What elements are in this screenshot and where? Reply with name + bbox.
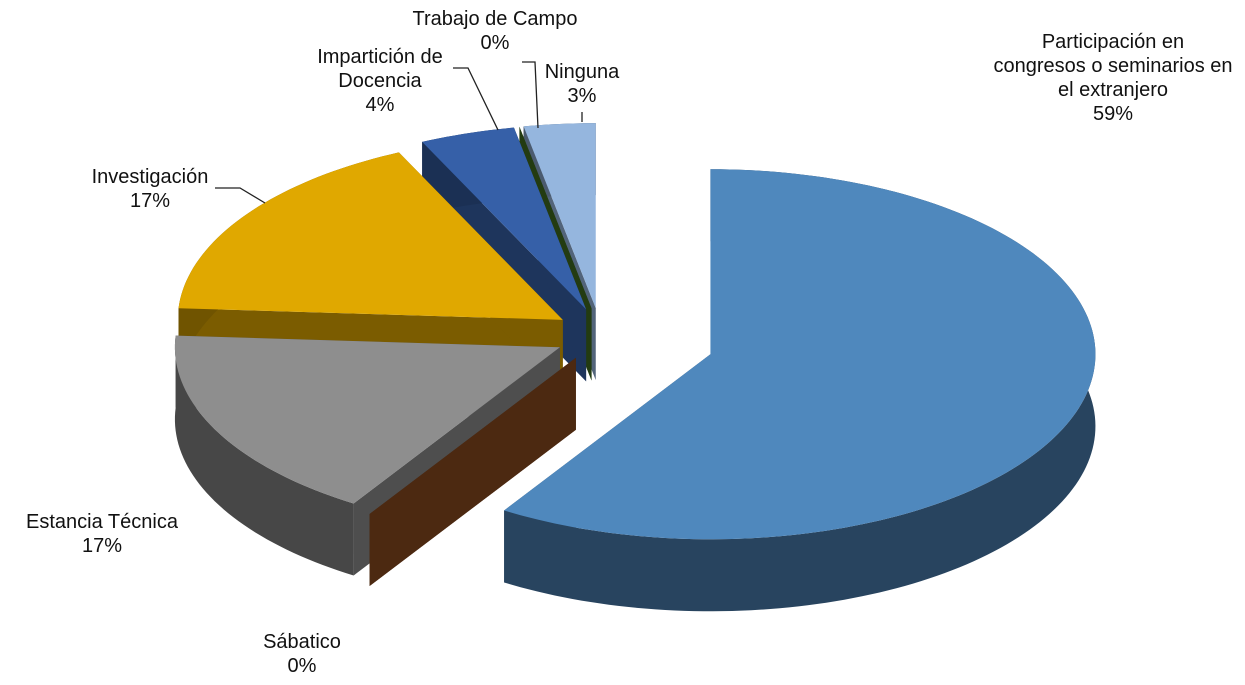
slice-category-label: Sábatico xyxy=(263,631,341,653)
slice-wall xyxy=(174,335,354,576)
slice-category-label: Ninguna xyxy=(544,61,620,83)
slice-side xyxy=(369,357,576,586)
slice-value-label: 4% xyxy=(365,94,395,116)
slice-label: Estancia Técnica 17% xyxy=(0,510,212,558)
slice-category-label: Participación en congresos o seminarios … xyxy=(993,31,1233,101)
slice-top xyxy=(519,126,592,309)
slice-label: Ninguna 3% xyxy=(527,60,637,108)
slice xyxy=(369,357,576,586)
slice-value-label: 0% xyxy=(287,655,317,677)
slice-top xyxy=(422,127,587,310)
slice-top xyxy=(174,335,560,504)
slice-value-label: 59% xyxy=(1092,103,1134,125)
slice-top xyxy=(504,169,1096,540)
slice xyxy=(174,335,560,576)
slice-value-label: 17% xyxy=(129,190,171,212)
slice xyxy=(504,169,1096,612)
slice-category-label: Trabajo de Campo xyxy=(412,8,578,30)
slice-value-label: 0% xyxy=(480,32,510,54)
slice-top xyxy=(178,152,563,320)
slice-label: Investigación 17% xyxy=(60,165,240,213)
slice-label: Participación en congresos o seminarios … xyxy=(993,30,1233,126)
slice-value-label: 3% xyxy=(567,85,597,107)
slice-label: Sábatico 0% xyxy=(242,630,362,678)
slice-category-label: Impartición de Docencia xyxy=(317,46,443,92)
slice-value-label: 17% xyxy=(81,535,123,557)
slice-label: Trabajo de Campo 0% xyxy=(385,7,605,55)
slice-top xyxy=(523,123,596,309)
slice-label: Impartición de Docencia 4% xyxy=(295,45,465,117)
slice-category-label: Investigación xyxy=(91,166,209,188)
leader-lines xyxy=(215,61,583,204)
slice-category-label: Estancia Técnica xyxy=(26,511,178,533)
